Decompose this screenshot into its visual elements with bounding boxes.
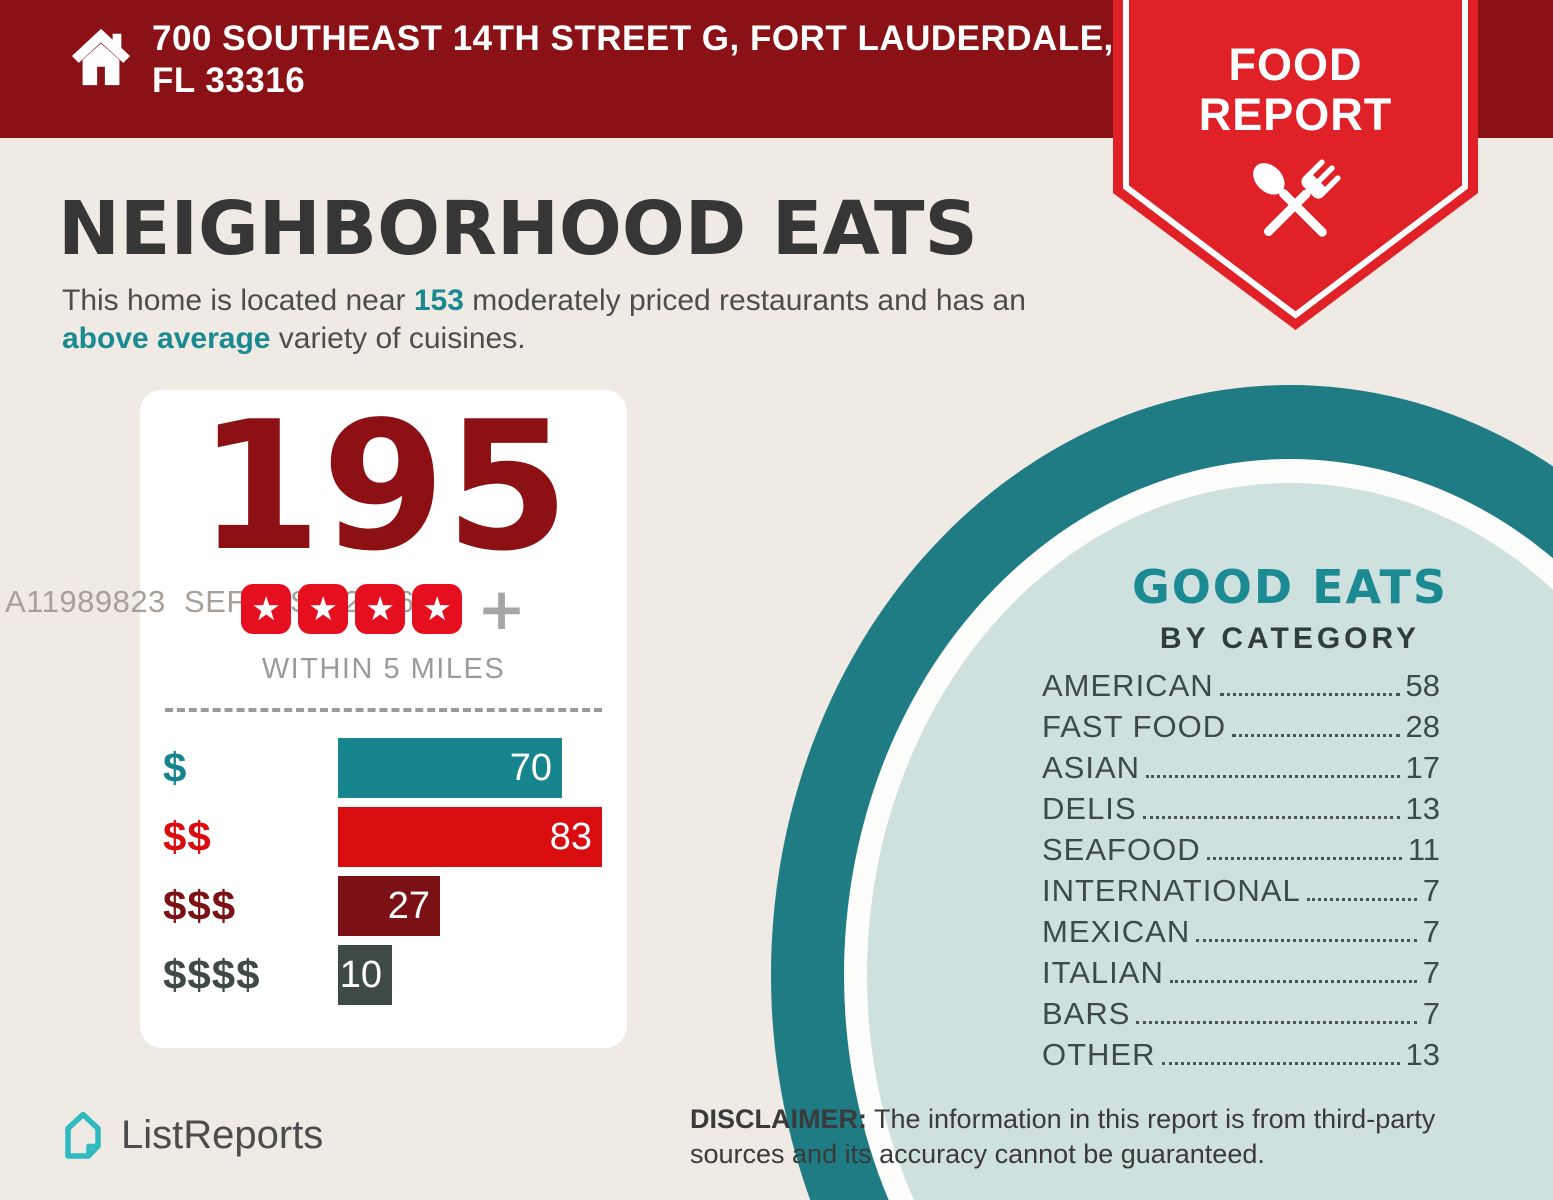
price-tier-label: $$$ <box>163 882 237 929</box>
address-header-bar: 700 SOUTHEAST 14TH STREET G, FORT LAUDER… <box>0 0 1553 138</box>
total-restaurants-count: 195 <box>197 383 570 590</box>
listreports-logo: ListReports <box>58 1108 323 1162</box>
star-icon: ★ <box>355 584 406 634</box>
category-label: FAST FOOD <box>1042 709 1227 744</box>
list-item: OTHER 13 <box>1042 1037 1440 1078</box>
intro-text: moderately priced restaurants and has an <box>463 284 1026 317</box>
category-label: BARS <box>1042 996 1131 1031</box>
disclaimer-text: The information in this report is from t… <box>690 1104 1436 1169</box>
dot-leader <box>1306 873 1417 901</box>
page-title: NEIGHBORHOOD EATS <box>58 186 978 272</box>
variety-highlight: above average <box>62 322 271 355</box>
restaurant-count-highlight: 153 <box>413 284 464 317</box>
category-label: MEXICAN <box>1042 914 1191 949</box>
good-eats-title: GOOD EATS <box>1131 560 1449 614</box>
star-icon: ★ <box>241 584 292 634</box>
category-label: ITALIAN <box>1042 955 1164 990</box>
star-icon: ★ <box>412 584 463 634</box>
price-bar-row: $ 70 <box>163 738 627 798</box>
category-count: 7 <box>1422 873 1440 908</box>
badge-title: FOOD REPORT <box>1113 40 1478 140</box>
category-label: DELIS <box>1042 791 1137 826</box>
category-label: AMERICAN <box>1042 668 1214 703</box>
price-bar-row: $$ 83 <box>163 807 627 867</box>
category-count: 13 <box>1405 791 1440 826</box>
property-address: 700 SOUTHEAST 14TH STREET G, FORT LAUDER… <box>152 19 1114 100</box>
dot-leader <box>1196 914 1417 942</box>
bar-value: 27 <box>387 884 430 927</box>
price-bar-row: $$$ 27 <box>163 876 627 936</box>
price-bar-row: $$$$ 10 <box>163 945 627 1005</box>
restaurant-stats-card: 195 ★ ★ ★ ★ + WITHIN 5 MILES $ 70 $$ 83 … <box>140 390 627 1048</box>
food-report-badge: FOOD REPORT <box>1113 0 1478 335</box>
list-item: AMERICAN 58 <box>1042 668 1440 709</box>
category-count: 7 <box>1422 914 1440 949</box>
ribbon-shape <box>1113 0 1478 330</box>
dot-leader <box>1142 791 1400 819</box>
price-tier-label: $ <box>163 744 188 791</box>
category-label: INTERNATIONAL <box>1042 873 1301 908</box>
plus-icon: + <box>477 575 526 643</box>
badge-title-line1: FOOD <box>1228 39 1363 90</box>
rating-stars-row: ★ ★ ★ ★ + <box>140 575 627 643</box>
category-count: 7 <box>1422 955 1440 990</box>
list-item: ASIAN 17 <box>1042 750 1440 791</box>
price-tier-bar: 70 <box>338 738 562 798</box>
list-item: DELIS 13 <box>1042 791 1440 832</box>
home-icon <box>71 28 131 86</box>
price-tier-bar: 10 <box>338 945 392 1005</box>
dot-leader <box>1169 955 1417 983</box>
intro-text: variety of cuisines. <box>270 322 526 355</box>
category-count: 13 <box>1405 1037 1440 1072</box>
category-count: 11 <box>1407 832 1440 867</box>
bar-value: 83 <box>549 815 592 858</box>
list-item: INTERNATIONAL 7 <box>1042 873 1440 914</box>
category-count: 58 <box>1405 668 1440 703</box>
disclaimer: DISCLAIMER: The information in this repo… <box>690 1102 1490 1172</box>
dot-leader <box>1232 709 1400 737</box>
list-item: FAST FOOD 28 <box>1042 709 1440 750</box>
category-label: SEAFOOD <box>1042 832 1201 867</box>
category-label: ASIAN <box>1042 750 1141 785</box>
dot-leader <box>1206 832 1402 860</box>
list-item: SEAFOOD 11 <box>1042 832 1440 873</box>
star-icon: ★ <box>298 584 349 634</box>
price-tier-label: $$ <box>163 813 212 860</box>
category-label: OTHER <box>1042 1037 1156 1072</box>
disclaimer-label: DISCLAIMER: <box>690 1104 867 1134</box>
badge-title-line2: REPORT <box>1198 89 1393 140</box>
dot-leader <box>1146 750 1400 778</box>
good-eats-heading: GOOD EATS BY CATEGORY <box>1020 560 1553 656</box>
category-count: 28 <box>1405 709 1440 744</box>
dot-leader <box>1161 1037 1400 1065</box>
price-tier-label: $$$$ <box>163 951 261 998</box>
price-tier-bar: 27 <box>338 876 440 936</box>
dot-leader <box>1136 996 1417 1024</box>
good-eats-subtitle: BY CATEGORY <box>1159 622 1421 655</box>
price-tier-bar: 83 <box>338 807 602 867</box>
radius-caption: WITHIN 5 MILES <box>261 653 506 685</box>
category-count: 7 <box>1422 996 1440 1031</box>
list-item: BARS 7 <box>1042 996 1440 1037</box>
category-list: AMERICAN 58 FAST FOOD 28 ASIAN 17 DELIS 13 S… <box>1042 668 1440 1078</box>
intro-text: This home is located near <box>62 284 414 317</box>
intro-paragraph: This home is located near 153 moderately… <box>62 282 1092 358</box>
bar-value: 70 <box>509 746 552 789</box>
dashed-divider <box>165 708 602 712</box>
category-count: 17 <box>1405 750 1440 785</box>
listreports-wordmark: ListReports <box>121 1112 324 1157</box>
list-item: ITALIAN 7 <box>1042 955 1440 996</box>
listreports-logo-icon <box>65 1111 101 1159</box>
bar-value: 10 <box>339 953 382 996</box>
dot-leader <box>1219 668 1400 696</box>
utensils-icon <box>1253 159 1341 237</box>
price-level-bar-chart: $ 70 $$ 83 $$$ 27 $$$$ 10 <box>163 738 627 1014</box>
list-item: MEXICAN 7 <box>1042 914 1440 955</box>
